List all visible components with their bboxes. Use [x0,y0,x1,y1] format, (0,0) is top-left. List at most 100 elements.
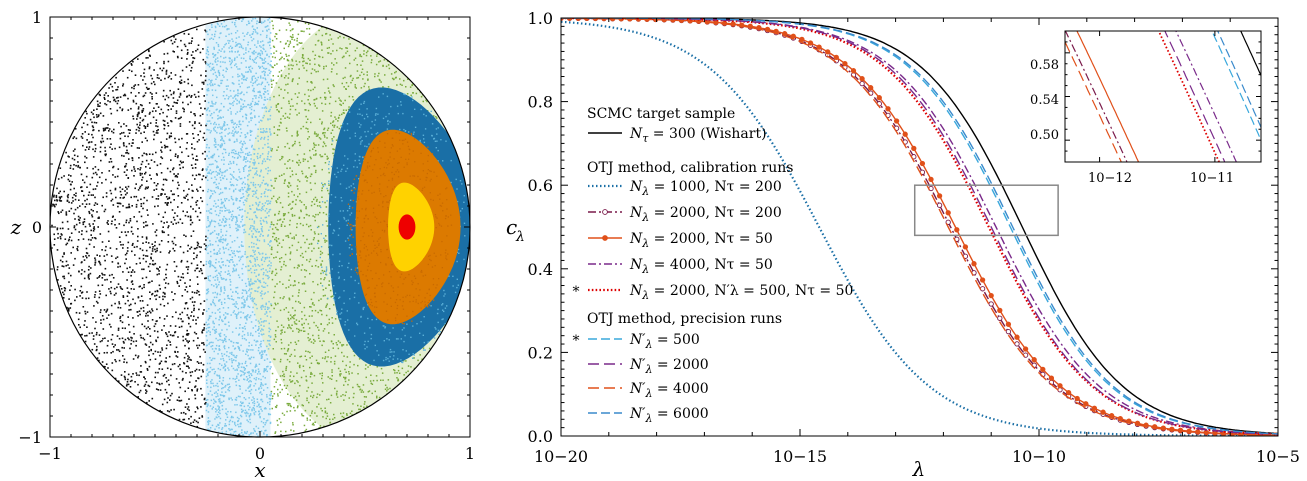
inset-series-line-2 [1065,31,1128,162]
legend-label-5: Nλ = 2000, N′λ = 500, Nτ = 50 [629,283,853,302]
series-marker [1065,389,1072,396]
right-tick-labels: 0.0 0.2 0.4 0.6 0.8 1.0 10−20 10−15 10−10 10−5 [528,9,1300,466]
series-marker [902,131,908,137]
legend-label-main: N′ [629,357,646,373]
series-marker [1100,409,1106,415]
series-marker [859,76,865,82]
left-xtick-label-2: 1 [465,444,475,463]
legend-entries: Nτ = 300 (Wishart)Nλ = 1000, Nτ = 200Nλ … [573,126,854,425]
legend-group1-title: SCMC target sample [587,106,735,122]
dots-black [51,28,207,428]
legend-label-sub: λ [641,185,649,198]
legend-label-main: N [629,179,643,195]
series-marker [859,80,865,87]
left-ticks [49,16,471,438]
series-marker [979,286,986,292]
right-y-axis-label-sub: λ [515,229,525,245]
legend-marker-3 [602,235,608,241]
series-marker [1014,334,1020,340]
series-marker [833,54,839,61]
series-marker [885,106,891,112]
series-marker [936,193,943,199]
legend-label-rest: = 6000 [652,406,708,422]
zoom-box [913,184,1059,237]
legend-entry-9: N′λ = 6000 [588,406,709,425]
series-marker [1083,401,1089,407]
left-xtick-label-0: −1 [38,444,62,463]
inset-ytick-label-1: 0.54 [1030,93,1059,108]
series-marker [911,145,917,152]
right-ytick-label-5: 1.0 [528,9,553,28]
series-marker [988,301,994,307]
series-marker [1057,383,1063,389]
legend-label-main: N [629,231,643,247]
legend-label-sub: λ [641,263,649,276]
legend-label-main: N [629,283,643,299]
right-ytick-label-1: 0.2 [528,343,553,362]
inset-xtick-label-0: 10−12 [1088,171,1132,186]
right-xtick-label-0: 10−20 [534,447,588,466]
legend-label-main: N′ [629,381,646,397]
legend-label-main: N′ [629,406,646,422]
series-marker [919,160,926,167]
inset-series-line-9 [1217,31,1261,128]
legend-label-sub: λ [644,387,652,400]
dots-light-blue [205,17,272,437]
series-marker [764,26,771,33]
legend-label-rest: = 4000 [652,381,708,397]
legend-entry-7: N′λ = 2000 [588,357,709,376]
series-marker [842,60,848,67]
series-marker [1031,357,1037,363]
legend-label-1: Nλ = 1000, Nτ = 200 [629,179,782,198]
series-marker [1177,427,1184,433]
legend-label-rest: = 2000, Nτ = 50 [649,231,773,247]
legend-label-rest: = 1000, Nτ = 200 [649,179,782,195]
left-ytick-label-1: 0 [32,218,42,237]
left-xtick-label-1: 0 [255,444,265,463]
legend-label-sub: λ [644,412,652,425]
legend-label-main: N [629,126,643,142]
legend-label-rest: = 2000, Nτ = 200 [649,205,782,221]
series-marker [962,244,969,250]
poincare-scatter [51,17,470,437]
legend-entry-1: Nλ = 1000, Nτ = 200 [588,179,782,198]
legend-label-main: N′ [629,332,646,348]
legend-star-5: * [573,284,580,300]
legend-label-0: Nτ = 300 (Wishart) [629,126,767,145]
series-marker [1005,321,1012,327]
legend-star-6: * [573,333,580,349]
legend-label-rest: = 2000, N′λ = 500, Nτ = 50 [649,283,853,299]
legend-entry-4: Nλ = 4000, Nτ = 50 [588,257,773,276]
series-marker [997,307,1003,314]
inset-series-line-4 [1175,31,1238,162]
series-marker [1022,346,1029,352]
left-panel: −1 0 1 −1 0 1 x z [10,8,475,481]
curves [561,18,1278,436]
series-marker [988,292,994,299]
legend-group2-title: OTJ method, calibration runs [587,160,793,176]
series-line-9 [561,18,1278,435]
right-ytick-label-3: 0.6 [528,176,553,195]
series-marker [850,68,857,74]
legend-group3-title: OTJ method, precision runs [587,311,782,327]
legend-label-sub: λ [644,338,652,351]
legend-label-rest: = 300 (Wishart) [648,126,766,142]
inset: 0.50 0.54 0.58 10−12 10−11 [1030,30,1262,186]
legend-label-sub: λ [641,211,649,224]
series-marker [893,118,900,124]
legend-label-2: Nλ = 2000, Nτ = 200 [629,205,782,224]
right-panel: 0.00.20.40.60.81.010−20 10−15 10−10 10−5 λ … [506,9,1300,481]
right-ytick-label-0: 0.0 [528,427,553,446]
right-x-axis-label: λ [912,457,926,481]
inset-ytick-label-0: 0.50 [1030,128,1059,143]
series-marker [997,315,1003,321]
inset-background [1065,31,1261,162]
legend-label-rest: = 500 [652,332,699,348]
series-marker [936,202,943,208]
left-y-axis-label: z [10,215,22,239]
right-ytick-label-4: 0.8 [528,93,553,112]
left-ytick-label-2: 1 [32,8,42,27]
series-marker [747,23,753,29]
right-y-axis-label: c λ [506,215,525,245]
